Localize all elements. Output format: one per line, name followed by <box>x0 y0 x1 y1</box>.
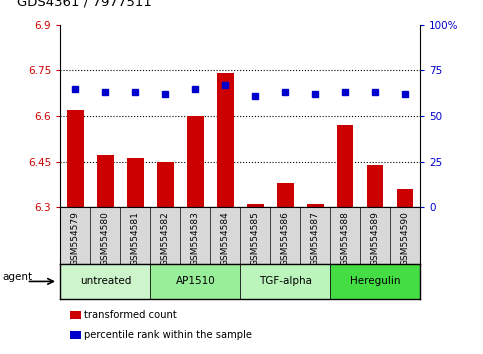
Text: agent: agent <box>2 272 32 282</box>
Text: GSM554582: GSM554582 <box>161 212 170 266</box>
Text: GSM554589: GSM554589 <box>371 212 380 267</box>
Text: GSM554584: GSM554584 <box>221 212 230 266</box>
Text: GDS4361 / 7977511: GDS4361 / 7977511 <box>17 0 152 9</box>
Bar <box>277 183 294 207</box>
Bar <box>217 73 234 207</box>
Bar <box>337 125 354 207</box>
Text: GSM554587: GSM554587 <box>311 212 320 267</box>
Text: Heregulin: Heregulin <box>350 276 400 286</box>
Bar <box>60 264 150 299</box>
Bar <box>127 159 143 207</box>
Bar <box>97 155 114 207</box>
Bar <box>367 165 384 207</box>
Bar <box>67 110 84 207</box>
Text: untreated: untreated <box>80 276 131 286</box>
Text: AP1510: AP1510 <box>175 276 215 286</box>
Bar <box>187 116 203 207</box>
Bar <box>241 264 330 299</box>
Text: TGF-alpha: TGF-alpha <box>259 276 312 286</box>
Text: GSM554581: GSM554581 <box>131 212 140 267</box>
Text: GSM554586: GSM554586 <box>281 212 290 267</box>
Text: GSM554579: GSM554579 <box>71 212 80 267</box>
Bar <box>330 264 420 299</box>
Text: transformed count: transformed count <box>84 310 176 320</box>
Bar <box>150 264 240 299</box>
Bar <box>247 204 264 207</box>
Bar <box>397 189 413 207</box>
Text: percentile rank within the sample: percentile rank within the sample <box>84 330 252 340</box>
Text: GSM554580: GSM554580 <box>101 212 110 267</box>
Text: GSM554585: GSM554585 <box>251 212 260 267</box>
Text: GSM554583: GSM554583 <box>191 212 200 267</box>
Text: GSM554590: GSM554590 <box>401 212 410 267</box>
Bar <box>307 204 324 207</box>
Bar <box>157 161 173 207</box>
Text: GSM554588: GSM554588 <box>341 212 350 267</box>
